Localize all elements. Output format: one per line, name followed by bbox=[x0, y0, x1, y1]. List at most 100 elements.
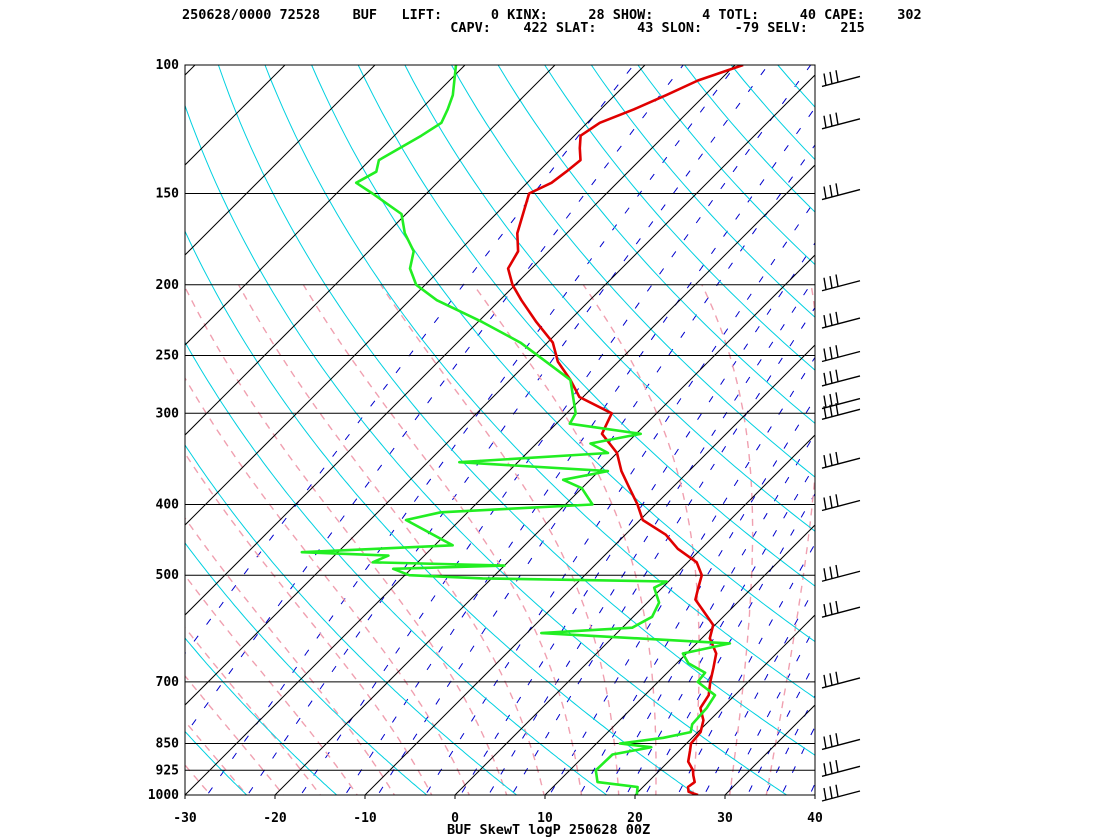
wind-barb-staff bbox=[821, 397, 861, 410]
wind-barb-flag bbox=[823, 348, 827, 361]
wind-barb-staff bbox=[821, 350, 861, 363]
dry-adiabat-line bbox=[185, 341, 608, 795]
moist-adiabat-line bbox=[0, 285, 116, 811]
wind-barb-flag bbox=[829, 495, 833, 509]
wind-barbs bbox=[821, 70, 861, 802]
mixing-ratio-line bbox=[424, 199, 815, 795]
wind-barb-flag bbox=[835, 112, 839, 125]
wind-barb-flag bbox=[823, 314, 827, 328]
wind-barb-flag bbox=[835, 784, 839, 797]
wind-barb-staff bbox=[821, 499, 861, 512]
pressure-tick-label: 925 bbox=[156, 763, 179, 778]
wind-barb-flag bbox=[835, 369, 839, 382]
isotherm-line bbox=[185, 65, 376, 256]
wind-barb bbox=[821, 451, 861, 469]
wind-barb-flag bbox=[829, 734, 833, 747]
wind-barb-flag bbox=[823, 115, 827, 128]
temperature-tick-label: -10 bbox=[353, 811, 377, 826]
moist-adiabat-line bbox=[185, 626, 322, 795]
dry-adiabat-line bbox=[185, 444, 518, 795]
wind-barb-flag bbox=[835, 733, 839, 746]
wind-barb bbox=[821, 369, 861, 387]
dry-adiabat-line bbox=[590, 65, 815, 318]
mixing-ratio-line bbox=[604, 433, 815, 795]
wind-barb bbox=[821, 494, 861, 512]
wind-barb-flag bbox=[829, 71, 833, 84]
mixing-ratio-line bbox=[206, 65, 737, 795]
wind-barb-flag bbox=[835, 183, 839, 196]
wind-barb-flag bbox=[823, 787, 827, 801]
wind-barb-flag bbox=[823, 372, 827, 386]
dry-adiabats bbox=[185, 49, 1120, 811]
wind-barb-staff bbox=[821, 75, 861, 88]
wind-barb-flag bbox=[835, 564, 839, 578]
mixing-ratio-line bbox=[676, 542, 815, 795]
temperature-tick-label: -30 bbox=[173, 811, 197, 826]
temperature-tick-label: 20 bbox=[627, 811, 643, 826]
pressure-tick-label: 250 bbox=[156, 348, 180, 363]
pressure-tick-label: 300 bbox=[156, 406, 180, 421]
dry-adiabat-line bbox=[544, 65, 815, 371]
mixing-ratio-lines bbox=[185, 65, 815, 795]
mixing-ratio-line bbox=[344, 107, 815, 795]
dry-adiabat-line bbox=[311, 65, 815, 643]
moist-adiabat-line bbox=[185, 452, 433, 795]
pressure-tick-label: 850 bbox=[156, 736, 180, 751]
pressure-tick-label: 150 bbox=[156, 187, 180, 202]
temperature-tick-label: 0 bbox=[451, 811, 459, 826]
isotherm-line bbox=[185, 164, 815, 795]
moist-adiabat-line bbox=[0, 285, 188, 811]
dewpoint-trace bbox=[300, 65, 732, 795]
wind-barb bbox=[821, 564, 861, 582]
header-line-1: 250628/0000 72528 BUF LIFT: 0 KINX: 28 S… bbox=[182, 7, 922, 23]
wind-barb bbox=[821, 402, 861, 420]
temperature-tick-label: 40 bbox=[807, 811, 823, 826]
wind-barb-flag bbox=[829, 761, 833, 774]
wind-barb bbox=[821, 392, 861, 410]
mixing-ratio-line bbox=[185, 65, 684, 736]
isotherm-line bbox=[274, 254, 815, 795]
wind-barb-staff bbox=[821, 790, 861, 802]
dry-adiabat-line bbox=[185, 730, 248, 795]
moist-adiabat-line bbox=[0, 285, 152, 811]
moist-adiabat-line bbox=[582, 284, 700, 795]
moist-adiabat-line bbox=[302, 284, 583, 795]
isotherm-line bbox=[814, 794, 815, 795]
moist-adiabat-line bbox=[0, 285, 80, 811]
wind-barb-flag bbox=[823, 736, 827, 749]
pressure-tick-label: 400 bbox=[156, 498, 180, 513]
wind-barb-staff bbox=[821, 280, 861, 292]
wind-barb-staff bbox=[821, 765, 861, 777]
chart-caption: BUF SkewT logP 250628 00Z bbox=[447, 822, 651, 838]
wind-barb bbox=[821, 759, 861, 777]
mixing-ratio-line bbox=[459, 242, 815, 795]
wind-barb-flag bbox=[829, 602, 833, 615]
mixing-ratio-line bbox=[726, 625, 815, 795]
sounding-header: 250628/0000 72528 BUF LIFT: 0 KINX: 28 S… bbox=[182, 7, 922, 35]
dry-adiabat-line bbox=[185, 542, 428, 795]
wind-barb-flag bbox=[829, 371, 833, 384]
isotherm-line bbox=[185, 65, 736, 616]
wind-barb-flag bbox=[823, 568, 827, 581]
moist-adiabat-line bbox=[701, 284, 754, 795]
mixing-ratio-line bbox=[703, 586, 815, 795]
mixing-ratio-line bbox=[246, 65, 769, 795]
isotherm-line bbox=[724, 704, 815, 795]
dry-adiabat-line bbox=[185, 104, 788, 795]
wind-barb-flag bbox=[823, 674, 827, 688]
wind-barb-staff bbox=[821, 408, 861, 420]
wind-barb bbox=[821, 311, 861, 329]
wind-barb-flag bbox=[835, 600, 839, 614]
moist-adiabat-line bbox=[185, 720, 248, 795]
pressure-tick-label: 200 bbox=[156, 278, 180, 293]
isotherm-line bbox=[185, 65, 196, 76]
isotherm-line bbox=[364, 344, 815, 795]
plot-frame bbox=[184, 64, 816, 796]
temperature-tick-label: 30 bbox=[717, 811, 733, 826]
dry-adiabat-line bbox=[856, 49, 1120, 811]
wind-barb-flag bbox=[823, 277, 827, 290]
dry-adiabat-line bbox=[902, 49, 1120, 811]
wind-barb-staff bbox=[821, 606, 861, 618]
wind-barb-flag bbox=[835, 274, 839, 287]
